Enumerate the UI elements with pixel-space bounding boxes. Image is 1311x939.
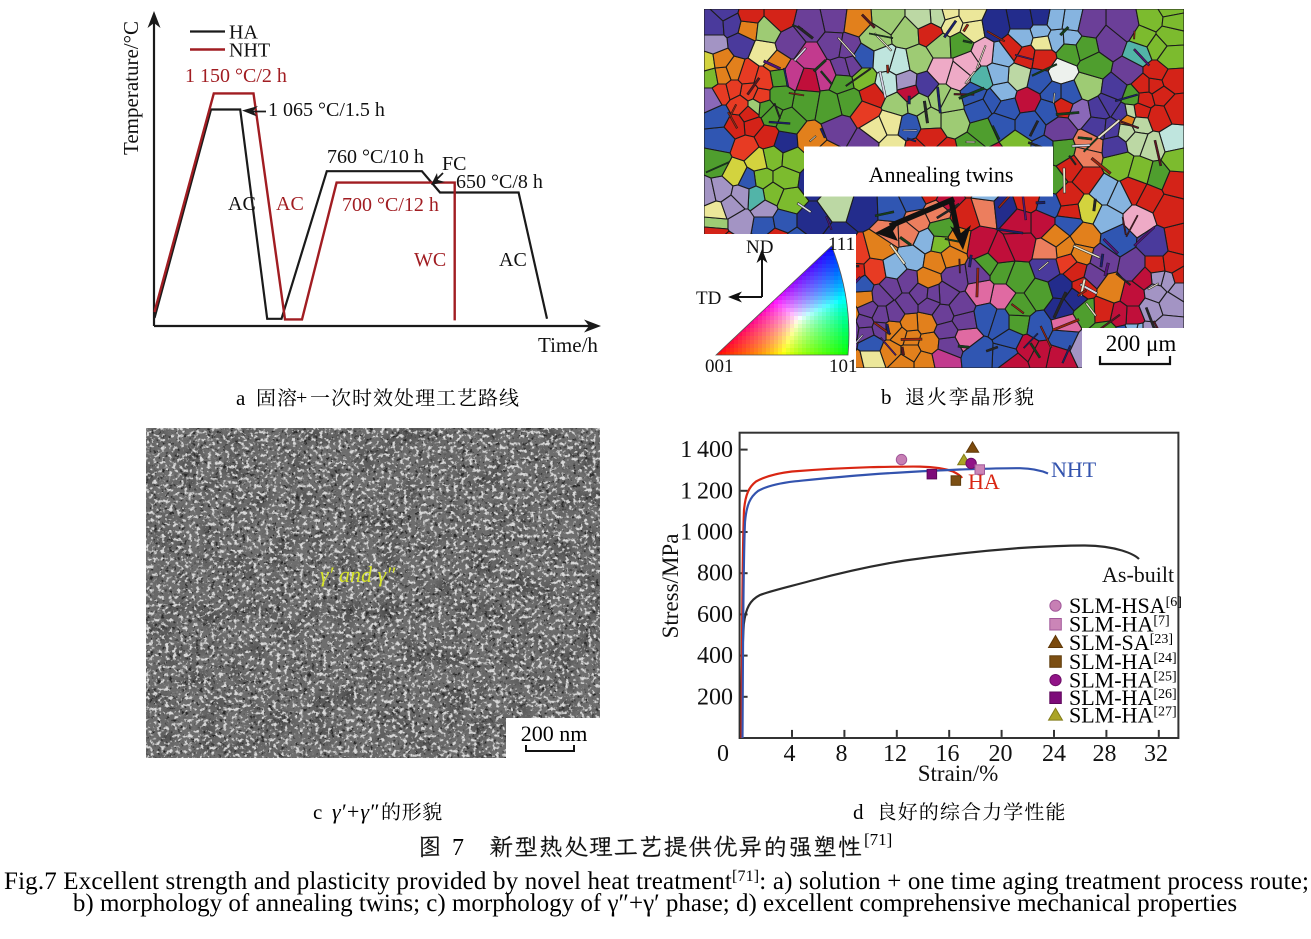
svg-text:8: 8 xyxy=(836,741,848,767)
svg-text:24: 24 xyxy=(1042,741,1066,767)
svg-text:Annealing twins: Annealing twins xyxy=(869,162,1014,187)
svg-text:Stress/MPa: Stress/MPa xyxy=(658,534,683,639)
svg-text:SLM-HA[27]: SLM-HA[27] xyxy=(1069,703,1177,728)
svg-text:16: 16 xyxy=(936,741,960,767)
svg-text:+: + xyxy=(296,387,307,409)
svg-text:γ′ and γ″: γ′ and γ″ xyxy=(320,562,396,587)
svg-text:760 °C/10 h: 760 °C/10 h xyxy=(327,146,424,168)
svg-text:32: 32 xyxy=(1144,741,1168,767)
svg-text:a: a xyxy=(236,386,246,410)
svg-text:c: c xyxy=(313,800,322,824)
svg-text:20: 20 xyxy=(989,741,1013,767)
svg-text:111: 111 xyxy=(828,234,855,255)
svg-text:650 °C/8 h: 650 °C/8 h xyxy=(456,171,543,193)
svg-text:b) morphology of annealing twi: b) morphology of annealing twins; c) mor… xyxy=(73,890,1237,917)
svg-text:0: 0 xyxy=(717,741,729,767)
svg-text:200: 200 xyxy=(697,684,733,710)
svg-text:001: 001 xyxy=(705,356,734,377)
svg-text:γ′+γ″: γ′+γ″ xyxy=(332,799,379,824)
svg-text:800: 800 xyxy=(697,561,733,587)
svg-text:AC: AC xyxy=(276,193,304,215)
svg-text:Strain/%: Strain/% xyxy=(918,761,999,786)
svg-text:4: 4 xyxy=(784,741,796,767)
svg-text:AC: AC xyxy=(499,249,527,271)
svg-text:As-built: As-built xyxy=(1102,562,1174,587)
svg-text:1 065 °C/1.5 h: 1 065 °C/1.5 h xyxy=(268,99,385,121)
svg-text:NHT: NHT xyxy=(229,40,270,62)
svg-text:Time/h: Time/h xyxy=(538,333,598,357)
svg-text:b: b xyxy=(881,385,892,409)
svg-text:Fig.7 Excellent strength and p: Fig.7 Excellent strength and plasticity … xyxy=(4,868,1309,895)
svg-text:SLM-HSA[6]: SLM-HSA[6] xyxy=(1069,593,1182,618)
svg-text:1 150 °C/2 h: 1 150 °C/2 h xyxy=(185,65,287,87)
svg-text:[71]: [71] xyxy=(864,830,892,849)
svg-text:SLM-HA[7]: SLM-HA[7] xyxy=(1069,612,1170,637)
svg-text:1 400: 1 400 xyxy=(680,437,733,463)
svg-text:700 °C/12 h: 700 °C/12 h xyxy=(342,194,439,216)
svg-text:AC: AC xyxy=(228,193,256,215)
svg-text:1 200: 1 200 xyxy=(680,478,733,504)
svg-text:200 nm: 200 nm xyxy=(521,721,588,746)
svg-text:600: 600 xyxy=(697,602,733,628)
svg-text:400: 400 xyxy=(697,643,733,669)
svg-text:1 000: 1 000 xyxy=(680,520,733,546)
svg-text:Temperature/°C: Temperature/°C xyxy=(119,21,143,155)
svg-text:200 μm: 200 μm xyxy=(1106,331,1177,356)
svg-text:ND: ND xyxy=(746,237,773,258)
svg-text:12: 12 xyxy=(883,741,907,767)
svg-text:101: 101 xyxy=(829,356,858,377)
svg-text:SLM-SA[23]: SLM-SA[23] xyxy=(1069,630,1173,655)
svg-text:7: 7 xyxy=(452,835,464,861)
svg-text:28: 28 xyxy=(1093,741,1117,767)
svg-text:SLM-HA[24]: SLM-HA[24] xyxy=(1069,649,1177,674)
svg-text:NHT: NHT xyxy=(1051,457,1097,482)
svg-text:TD: TD xyxy=(696,288,721,309)
svg-text:d: d xyxy=(853,800,864,824)
svg-text:FC: FC xyxy=(442,153,466,175)
svg-text:HA: HA xyxy=(229,22,258,44)
svg-text:WC: WC xyxy=(414,249,446,271)
